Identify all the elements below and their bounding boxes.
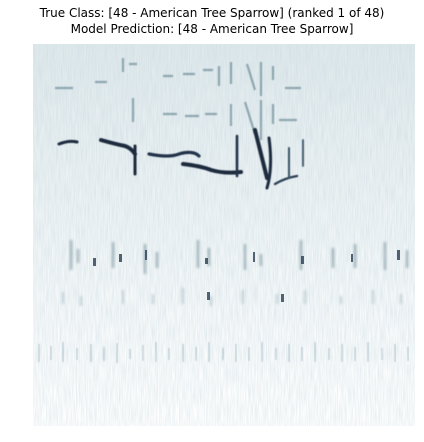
model-prediction-title: Model Prediction: [48 - American Tree Sp… (70, 22, 354, 36)
spectrogram-image (33, 44, 415, 426)
true-class-title: True Class: [48 - American Tree Sparrow]… (39, 6, 385, 20)
